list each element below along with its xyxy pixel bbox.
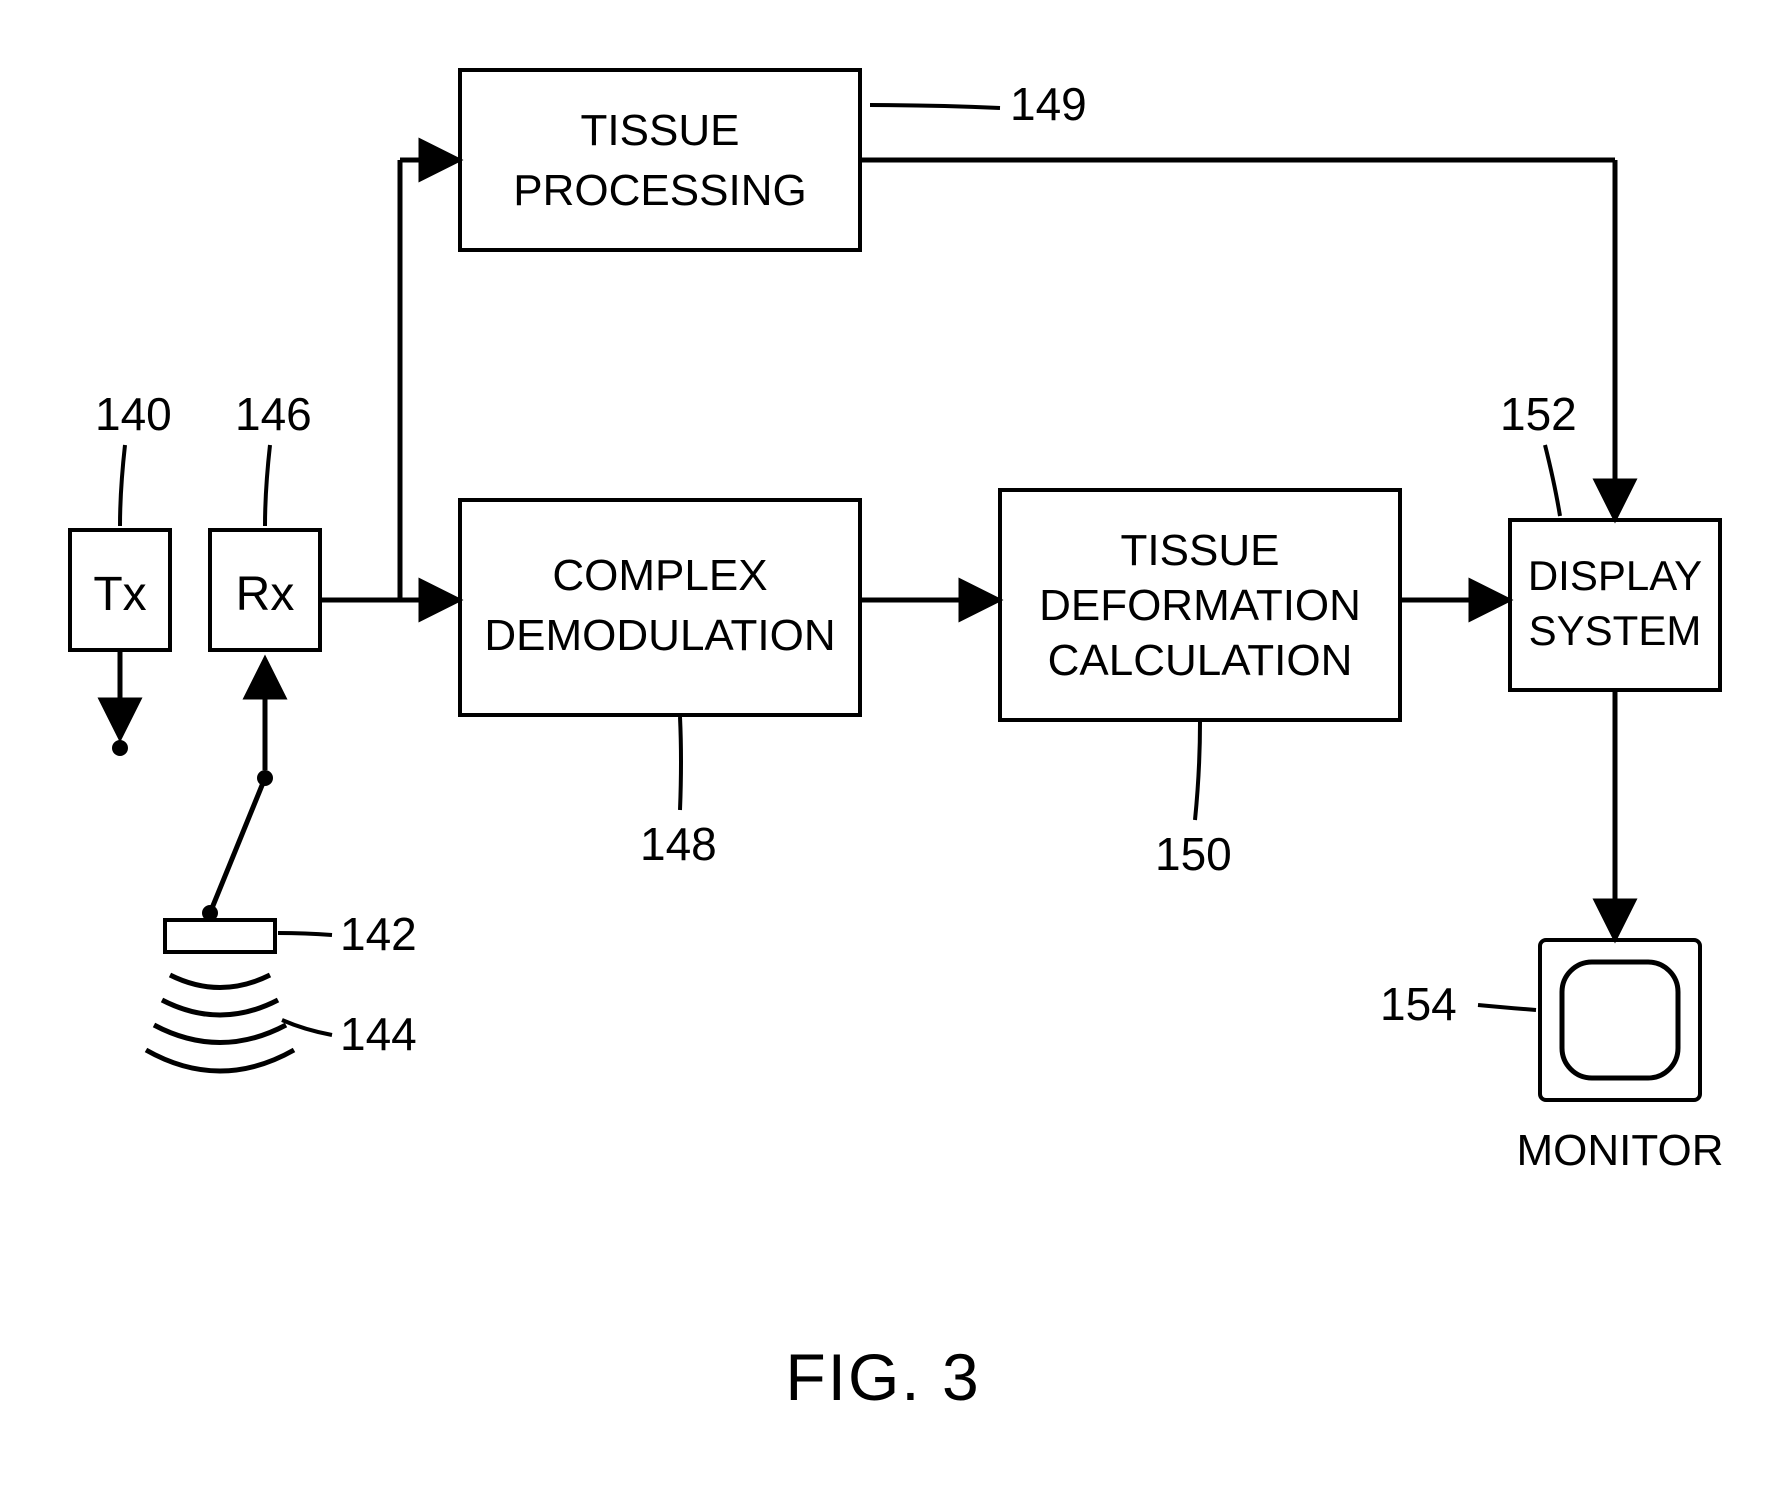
ref-152: 152	[1500, 388, 1577, 440]
deformation-line3: CALCULATION	[1048, 636, 1353, 685]
tx-out-dot	[112, 740, 128, 756]
deformation-line2: DEFORMATION	[1039, 581, 1361, 630]
tx-label: Tx	[93, 568, 146, 621]
ref-146: 146	[235, 388, 312, 440]
ref-144: 144	[340, 1008, 417, 1060]
ref-144-leader	[282, 1020, 332, 1035]
transducer-icon	[165, 920, 275, 952]
ref-148: 148	[640, 818, 717, 870]
deformation-line1: TISSUE	[1121, 526, 1280, 575]
complex-demod-block	[460, 500, 860, 715]
ref-149: 149	[1010, 78, 1087, 130]
complex-demod-line1: COMPLEX	[552, 551, 767, 600]
display-line1: DISPLAY	[1528, 552, 1702, 599]
figure-caption: FIG. 3	[785, 1340, 980, 1414]
tissue-processing-block	[460, 70, 860, 250]
monitor-label: MONITOR	[1517, 1126, 1724, 1175]
monitor-screen	[1562, 962, 1678, 1078]
ref-154-leader	[1478, 1005, 1536, 1010]
diagram-figure: Tx Rx TISSUE PROCESSING COMPLEX DEMODULA…	[0, 0, 1766, 1498]
ref-142-leader	[278, 933, 332, 935]
ref-140: 140	[95, 388, 172, 440]
ref-152-leader	[1545, 445, 1560, 516]
complex-demod-line2: DEMODULATION	[484, 611, 835, 660]
tissue-processing-line1: TISSUE	[581, 106, 740, 155]
display-line2: SYSTEM	[1529, 607, 1702, 654]
ref-150: 150	[1155, 828, 1232, 880]
display-block	[1510, 520, 1720, 690]
tissue-processing-line2: PROCESSING	[513, 166, 806, 215]
transducer-to-rx-slant	[210, 778, 265, 913]
waves-icon	[146, 975, 294, 1071]
ref-154: 154	[1380, 978, 1457, 1030]
ref-150-leader	[1195, 722, 1200, 820]
ref-140-leader	[120, 445, 125, 526]
ref-146-leader	[265, 445, 270, 526]
rx-label: Rx	[236, 568, 295, 621]
ref-142: 142	[340, 908, 417, 960]
ref-149-leader	[870, 105, 1000, 108]
rx-in-dot	[257, 770, 273, 786]
ref-148-leader	[680, 717, 681, 810]
